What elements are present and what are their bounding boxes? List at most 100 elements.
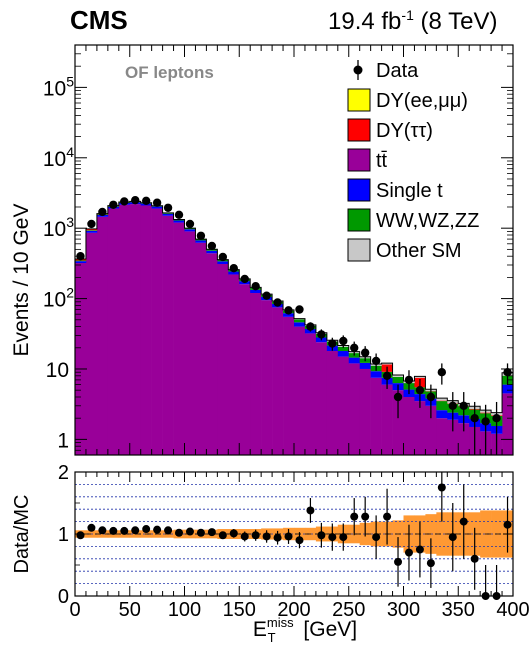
data-point: [218, 252, 228, 262]
stack-bar: [436, 418, 448, 455]
uncertainty-band: [436, 512, 448, 556]
stack-bar: [414, 376, 426, 378]
stack-bar: [294, 326, 306, 455]
ratio-point: [350, 512, 359, 521]
stack-bar: [206, 253, 218, 455]
stack-bar: [283, 316, 295, 455]
x-tick-label: 150: [223, 599, 256, 621]
ratio-point: [437, 483, 446, 492]
legend-data-marker: [353, 65, 363, 75]
ratio-point: [470, 554, 479, 563]
stack-bar: [392, 390, 404, 455]
stack-bar: [118, 204, 131, 455]
data-point: [437, 368, 447, 377]
stack-bar: [129, 204, 141, 455]
stack-bar: [436, 401, 448, 411]
data-point: [371, 356, 381, 366]
data-point: [459, 401, 468, 410]
data-point: [350, 343, 359, 352]
stack-bar: [173, 220, 185, 223]
stack-bar: [370, 377, 382, 455]
data-point: [131, 195, 140, 205]
data-point: [448, 401, 457, 410]
stack-bar: [381, 363, 393, 365]
data-point: [196, 231, 206, 240]
stack-bar: [294, 319, 306, 323]
stack-bar: [140, 205, 152, 455]
data-point: [317, 330, 326, 339]
luminosity-label: 19.4 fb-1 (8 TeV): [328, 7, 497, 36]
stack-bar: [294, 322, 306, 327]
data-point: [185, 219, 195, 229]
ratio-point: [273, 533, 282, 542]
stack-bar: [107, 208, 120, 455]
stack-bar: [337, 351, 350, 357]
ratio-point: [383, 512, 392, 521]
legend-swatch: [347, 238, 371, 262]
stack-bar: [502, 393, 514, 455]
y-tick-label: 103: [43, 214, 74, 241]
ratio-point: [240, 532, 249, 541]
ratio-point: [131, 526, 140, 535]
stack-bar: [85, 232, 98, 455]
stack-bar: [195, 240, 207, 243]
y-tick-label: 10: [46, 359, 69, 382]
luminosity-value: 19.4 fb: [328, 8, 402, 35]
data-point: [339, 336, 348, 346]
data-point: [163, 203, 173, 212]
stack-bar: [436, 410, 448, 419]
legend-label: tt̄: [376, 150, 388, 172]
legend-swatch: [347, 118, 371, 142]
data-point: [404, 375, 414, 385]
y-tick-label: 105: [43, 73, 74, 100]
stack-bar: [337, 346, 350, 352]
stack-bar: [272, 307, 284, 455]
stack-bar: [359, 368, 371, 455]
stack-bar: [173, 219, 185, 221]
x-axis-title: Emiss T [GeV]: [253, 615, 357, 645]
ratio-point: [109, 526, 118, 535]
legend-label: DY(ee,μμ): [376, 90, 468, 112]
ratio-point: [306, 506, 315, 515]
x-tick-label: 300: [387, 599, 420, 621]
y-tick-label: 102: [43, 285, 74, 312]
stack-bar: [370, 371, 382, 378]
data-point: [382, 371, 392, 381]
stack-bar: [392, 376, 404, 384]
ratio-point: [295, 536, 304, 545]
ratio-point: [328, 533, 337, 542]
x-tick-label: 0: [69, 599, 80, 621]
ratio-point: [426, 559, 435, 568]
stack-bar: [217, 263, 229, 455]
ratio-point: [262, 532, 271, 541]
stack-bar: [250, 289, 262, 293]
ratio-point: [87, 523, 96, 532]
data-point: [306, 322, 315, 331]
stack-bar: [162, 215, 174, 455]
stack-bar: [184, 229, 196, 232]
legend-label: Single t: [376, 180, 443, 202]
data-point: [109, 200, 118, 209]
legend-swatch: [347, 208, 371, 232]
ratio-point: [459, 517, 468, 526]
data-point: [240, 274, 249, 284]
data-point: [284, 306, 293, 315]
stack-bar: [151, 208, 163, 455]
region-annotation: OF leptons: [125, 63, 214, 82]
ratio-point: [120, 526, 129, 535]
ratio-point: [503, 520, 512, 529]
luminosity-exponent: -1: [401, 7, 414, 23]
stack-bar: [228, 271, 240, 275]
stack-bar: [85, 230, 98, 233]
stack-bar: [217, 261, 229, 264]
ratio-point: [415, 545, 424, 554]
stack-bar: [250, 293, 262, 455]
y-tick-label: 1: [57, 429, 69, 452]
stack-bar: [425, 405, 437, 455]
x-tick-label: 250: [332, 599, 365, 621]
ratio-point: [317, 531, 326, 540]
data-point: [481, 417, 490, 426]
stack-bar: [206, 250, 218, 254]
ratio-point: [185, 527, 194, 536]
